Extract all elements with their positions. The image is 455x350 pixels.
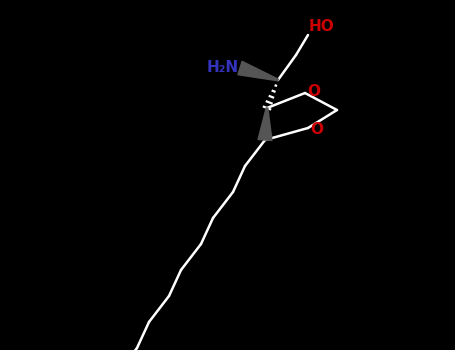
- Polygon shape: [238, 61, 278, 81]
- Text: O: O: [307, 84, 320, 99]
- Text: H₂N: H₂N: [207, 61, 239, 76]
- Polygon shape: [258, 108, 272, 140]
- Text: HO: HO: [309, 19, 335, 34]
- Text: O: O: [310, 121, 323, 136]
